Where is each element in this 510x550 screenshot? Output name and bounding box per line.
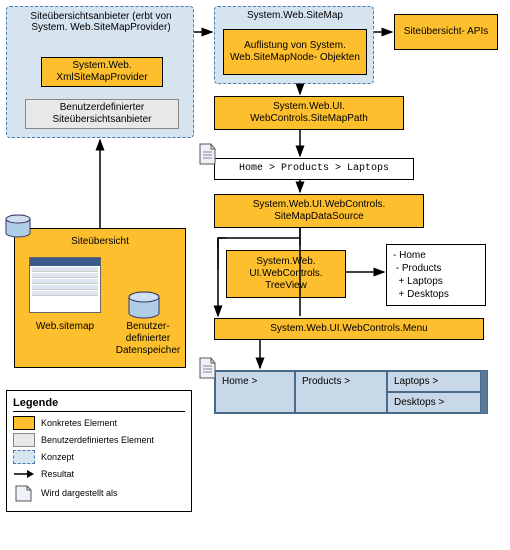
legend-row-concept: Konzept	[13, 450, 185, 464]
legend-row-render: Wird dargestellt als	[13, 484, 185, 502]
user-provider-box: Benutzerdefinierter Siteübersichtsanbiet…	[25, 99, 179, 129]
legend: Legende Konkretes Element Benutzerdefini…	[6, 390, 192, 512]
sitemappath-box: System.Web.UI. WebControls.SiteMapPath	[214, 96, 404, 130]
overview-db-icon	[4, 214, 32, 243]
mini-window	[29, 257, 101, 313]
web-sitemap-label: Web.sitemap	[25, 321, 105, 333]
legend-render-label: Wird dargestellt als	[41, 488, 118, 498]
overview-title: Siteübersicht	[18, 232, 182, 252]
breadcrumb-render: Home > Products > Laptops	[214, 158, 414, 180]
provider-concept-group: Siteübersichtsanbieter (erbt von System.…	[6, 6, 194, 138]
legend-result-label: Resultat	[41, 469, 74, 479]
doc-icon-menu	[198, 356, 218, 383]
datasource-box: System.Web.UI.WebControls. SiteMapDataSo…	[214, 194, 424, 228]
datastore-label: Benutzer- definierter Datenspeicher	[111, 321, 185, 357]
provider-group-title: Siteübersichtsanbieter (erbt von System.…	[13, 11, 189, 33]
tree-line-1: - Home	[393, 249, 479, 262]
sitemapnode-collection-box: Auflistung von System. Web.SiteMapNode- …	[223, 29, 367, 75]
diagram-canvas: Siteübersichtsanbieter (erbt von System.…	[0, 0, 510, 550]
datastore-db-icon	[127, 291, 161, 325]
menu-render: Home > Products > Laptops > Desktops >	[214, 370, 488, 414]
legend-row-result: Resultat	[13, 467, 185, 481]
sitemap-class-title: System.Web.SiteMap	[219, 10, 371, 21]
menu-cell-home: Home >	[215, 371, 295, 413]
legend-row-concrete: Konkretes Element	[13, 416, 185, 430]
legend-row-user: Benutzerdefiniertes Element	[13, 433, 185, 447]
tree-line-3: + Laptops	[393, 275, 479, 288]
tree-line-2: - Products	[393, 262, 479, 275]
legend-title: Legende	[13, 397, 185, 412]
menu-cell-desktops: Desktops >	[387, 392, 481, 413]
xml-provider-box: System.Web. XmlSiteMapProvider	[41, 57, 163, 87]
menu-cell-products: Products >	[295, 371, 387, 413]
legend-concrete-label: Konkretes Element	[41, 418, 117, 428]
treeview-box: System.Web. UI.WebControls. TreeView	[226, 250, 346, 298]
doc-icon-breadcrumb	[198, 142, 218, 169]
tree-line-4: + Desktops	[393, 288, 479, 301]
menu-class-box: System.Web.UI.WebControls.Menu	[214, 318, 484, 340]
legend-concept-label: Konzept	[41, 452, 74, 462]
apis-box: Siteübersicht- APIs	[394, 14, 498, 50]
menu-cell-laptops: Laptops >	[387, 371, 481, 392]
tree-render: - Home - Products + Laptops + Desktops	[386, 244, 486, 306]
legend-user-label: Benutzerdefiniertes Element	[41, 435, 154, 445]
overview-group: Siteübersicht Web.sitemap Benutzer- defi…	[14, 228, 186, 368]
sitemap-concept-group: System.Web.SiteMap Auflistung von System…	[214, 6, 374, 84]
